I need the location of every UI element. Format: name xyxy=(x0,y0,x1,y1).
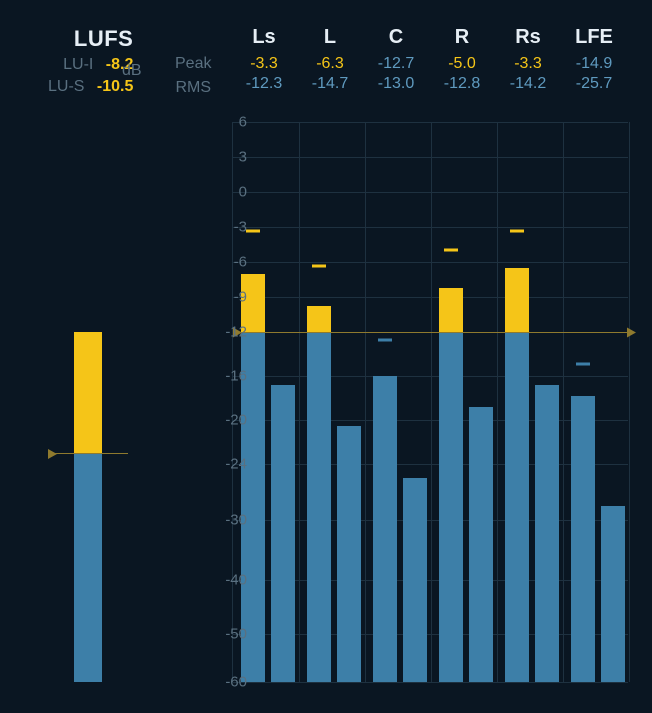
peak-bar-over xyxy=(307,306,331,332)
lufs-lui-label: LU-I xyxy=(63,56,93,73)
rms-bar xyxy=(271,385,295,682)
channel-name: C xyxy=(364,26,428,49)
channel-header: C -12.7 -13.0 xyxy=(364,26,428,93)
y-tick-label: 0 xyxy=(239,184,247,201)
y-tick-label: -3 xyxy=(234,219,247,236)
channel-peak-value: -5.0 xyxy=(430,55,494,73)
peak-hold-mark xyxy=(444,249,458,252)
rms-bar xyxy=(535,385,559,682)
lufs-row-lui: LU-I -8.2 xyxy=(48,56,133,74)
lufs-bar-over xyxy=(74,332,102,453)
peak-hold-mark xyxy=(576,362,590,365)
rms-bar xyxy=(337,426,361,683)
peak-hold-mark xyxy=(312,264,326,267)
channel-header: Rs -3.3 -14.2 xyxy=(496,26,560,93)
peak-bar-over xyxy=(439,288,463,332)
channel-name: LFE xyxy=(562,26,626,49)
rms-bar xyxy=(601,506,625,682)
y-tick-label: -60 xyxy=(225,674,247,691)
target-line xyxy=(233,332,628,333)
row-labels: Peak RMS xyxy=(175,52,211,100)
audio-meter: LUFS LU-I -8.2 LU-S -10.5 dB Peak RMS Ls… xyxy=(0,0,652,713)
channel-name: R xyxy=(430,26,494,49)
y-tick-label: -40 xyxy=(225,572,247,589)
lufs-lus-label: LU-S xyxy=(48,78,84,95)
y-tick-label: -20 xyxy=(225,412,247,429)
vgridline xyxy=(431,122,432,682)
peak-bar xyxy=(571,396,595,682)
lufs-bar xyxy=(74,453,102,682)
vgridline xyxy=(365,122,366,682)
channel-rms-value: -14.2 xyxy=(496,75,560,93)
y-tick-label: -30 xyxy=(225,512,247,529)
channel-header: R -5.0 -12.8 xyxy=(430,26,494,93)
y-tick-label: 6 xyxy=(239,114,247,131)
peak-bar xyxy=(373,376,397,682)
y-tick-label: 3 xyxy=(239,149,247,166)
channel-header: LFE -14.9 -25.7 xyxy=(562,26,626,93)
channel-header-row: Ls -3.3 -12.3 L -6.3 -14.7 C -12.7 -13.0 R -5.0 -12… xyxy=(232,0,644,100)
vgridline xyxy=(563,122,564,682)
lufs-lus-value: -10.5 xyxy=(97,78,133,95)
peak-bar-over xyxy=(505,268,529,332)
peak-hold-mark xyxy=(510,229,524,232)
y-tick-label: -24 xyxy=(225,456,247,473)
vgridline xyxy=(629,122,630,682)
channel-rms-value: -25.7 xyxy=(562,75,626,93)
lufs-row-lus: LU-S -10.5 xyxy=(48,78,133,96)
channel-header: Ls -3.3 -12.3 xyxy=(232,26,296,93)
channel-header: L -6.3 -14.7 xyxy=(298,26,362,93)
channel-name: L xyxy=(298,26,362,49)
channel-rms-value: -12.3 xyxy=(232,75,296,93)
level-meter-plot xyxy=(232,122,628,682)
y-tick-label: -50 xyxy=(225,626,247,643)
row-label-peak: Peak xyxy=(175,52,211,76)
row-label-rms: RMS xyxy=(175,76,211,100)
gridline xyxy=(233,682,628,683)
channel-peak-value: -12.7 xyxy=(364,55,428,73)
channel-rms-value: -12.8 xyxy=(430,75,494,93)
channel-peak-value: -3.3 xyxy=(496,55,560,73)
lufs-block: LUFS LU-I -8.2 LU-S -10.5 xyxy=(48,26,133,96)
y-tick-label: -16 xyxy=(225,368,247,385)
peak-hold-mark xyxy=(246,229,260,232)
y-tick-label: -6 xyxy=(234,254,247,271)
peak-hold-mark xyxy=(378,338,392,341)
peak-bar xyxy=(505,332,529,682)
channel-peak-value: -3.3 xyxy=(232,55,296,73)
rms-bar xyxy=(403,478,427,682)
vgridline xyxy=(299,122,300,682)
lufs-title: LUFS xyxy=(48,26,133,52)
lufs-bar-plot xyxy=(64,122,124,682)
channel-peak-value: -14.9 xyxy=(562,55,626,73)
lufs-target-arrow-icon xyxy=(48,449,57,459)
lufs-target-line xyxy=(48,453,128,454)
peak-bar xyxy=(439,332,463,682)
channel-rms-value: -13.0 xyxy=(364,75,428,93)
vgridline xyxy=(497,122,498,682)
target-arrow-icon xyxy=(627,328,636,338)
y-tick-label: -12 xyxy=(225,324,247,341)
rms-bar xyxy=(469,407,493,682)
channel-rms-value: -14.7 xyxy=(298,75,362,93)
peak-bar xyxy=(307,332,331,682)
channel-name: Rs xyxy=(496,26,560,49)
channel-peak-value: -6.3 xyxy=(298,55,362,73)
db-unit-label: dB xyxy=(122,62,142,80)
channel-name: Ls xyxy=(232,26,296,49)
y-tick-label: -9 xyxy=(234,289,247,306)
